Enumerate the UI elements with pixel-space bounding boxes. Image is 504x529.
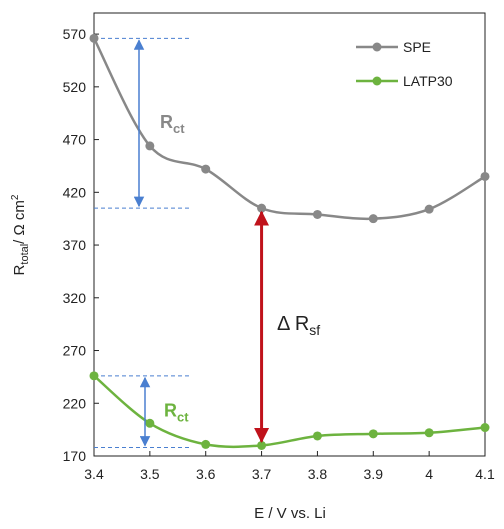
data-point-latp30 xyxy=(480,423,490,433)
data-point-spe xyxy=(145,141,155,151)
y-tick-label: 220 xyxy=(63,395,87,411)
data-point-latp30 xyxy=(368,429,378,439)
data-point-spe xyxy=(368,214,378,224)
x-tick-label: 3.9 xyxy=(364,466,384,482)
y-tick-label: 570 xyxy=(63,26,87,42)
data-point-latp30 xyxy=(145,418,155,428)
data-point-spe xyxy=(424,204,434,214)
plot-frame xyxy=(93,12,486,457)
data-point-spe xyxy=(480,171,490,181)
x-axis-ticks: 3.4 3.5 3.6 3.7 3.8 3.9 4 4.1 xyxy=(84,451,495,482)
legend-marker-spe xyxy=(372,42,382,52)
y-tick-label: 420 xyxy=(63,184,87,200)
legend-label-latp30: LATP30 xyxy=(403,73,453,89)
annotation-guides xyxy=(94,37,189,449)
y-tick-label: 470 xyxy=(63,132,87,148)
y-tick-label: 170 xyxy=(63,448,87,464)
data-point-spe xyxy=(312,209,322,219)
x-tick-label: 3.5 xyxy=(140,466,160,482)
legend: SPE LATP30 xyxy=(356,39,453,89)
data-point-latp30 xyxy=(201,439,211,449)
label-delta-rsf: Δ Rsf xyxy=(277,313,320,338)
x-tick-label: 3.8 xyxy=(308,466,328,482)
y-tick-label: 320 xyxy=(63,290,87,306)
x-tick-label: 3.4 xyxy=(84,466,104,482)
y-axis-title: Rtotal/ Ω cm2 xyxy=(10,194,31,275)
series-layer xyxy=(89,33,490,450)
x-tick-label: 4 xyxy=(425,466,433,482)
legend-label-spe: SPE xyxy=(403,39,431,55)
x-tick-label: 3.6 xyxy=(196,466,216,482)
legend-marker-latp30 xyxy=(372,76,382,86)
x-tick-label: 4.1 xyxy=(475,466,495,482)
data-point-latp30 xyxy=(424,428,434,438)
data-point-latp30 xyxy=(257,440,267,450)
y-tick-label: 370 xyxy=(63,237,87,253)
y-tick-label: 520 xyxy=(63,79,87,95)
data-point-spe xyxy=(89,33,99,43)
data-point-spe xyxy=(201,164,211,174)
label-rct-latp30: Rct xyxy=(164,401,189,425)
label-rct-spe: Rct xyxy=(160,112,185,136)
x-tick-label: 3.7 xyxy=(252,466,272,482)
y-tick-label: 270 xyxy=(63,343,87,359)
data-point-spe xyxy=(257,203,267,213)
annotation-layer: Rct Rct Δ Rsf xyxy=(133,39,320,447)
x-axis-title: E / V vs. Li xyxy=(254,505,326,522)
data-point-latp30 xyxy=(312,431,322,441)
data-point-latp30 xyxy=(89,371,99,381)
series-line-spe xyxy=(92,37,486,221)
